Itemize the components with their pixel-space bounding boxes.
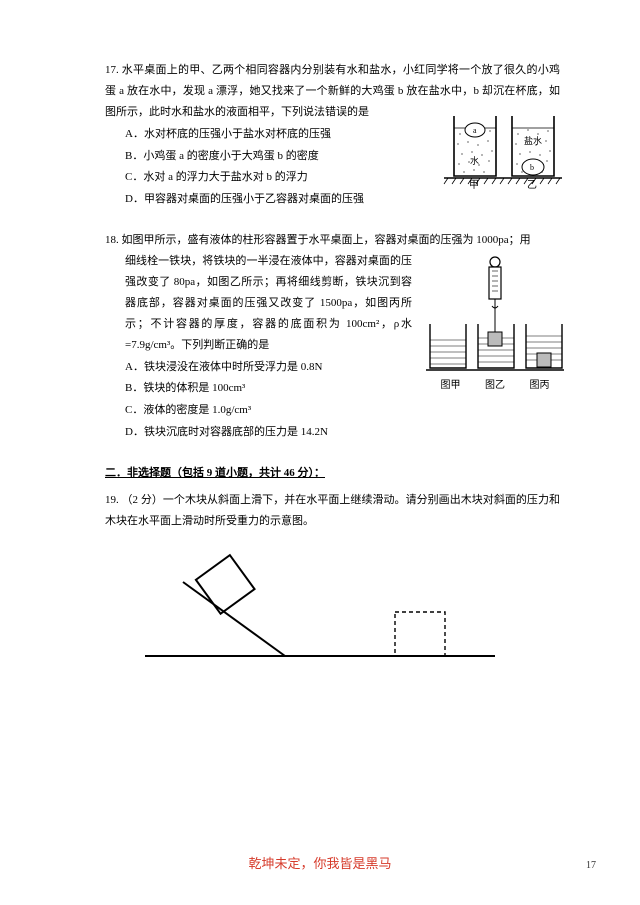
q17-egg-b-label: b bbox=[530, 163, 534, 172]
q17-water-label: 水 bbox=[470, 155, 479, 166]
q18-number: 18. bbox=[105, 234, 119, 246]
q18-option-d: D．铁块沉底时对容器底部的压力是 14.2N bbox=[125, 422, 412, 443]
footer-motto: 乾坤未定，你我皆是黑马 bbox=[0, 852, 640, 877]
q17-egg-a-label: a bbox=[473, 126, 477, 135]
page-number: 17 bbox=[586, 856, 596, 875]
q17-figure-icon: a 水 甲 b 盐水 乙 bbox=[440, 108, 566, 190]
question-19: 19. （2 分）一个木块从斜面上滑下，并在水平面上继续滑动。请分别画出木块对斜… bbox=[105, 490, 560, 684]
q18-option-b: B．铁块的体积是 100cm³ bbox=[125, 378, 412, 399]
q19-diagram-icon bbox=[135, 546, 505, 676]
q18-option-c: C．液体的密度是 1.0g/cm³ bbox=[125, 400, 412, 421]
section-2-title: 二．非选择题（包括 9 道小题，共计 46 分）： bbox=[105, 463, 560, 484]
q17-saltwater-label: 盐水 bbox=[524, 135, 542, 146]
q17-option-b: B．小鸡蛋 a 的密度小于大鸡蛋 b 的密度 bbox=[125, 146, 428, 167]
q18-fig-label-3: 图丙 bbox=[519, 376, 561, 395]
q19-stem: 19. （2 分）一个木块从斜面上滑下，并在水平面上继续滑动。请分别画出木块对斜… bbox=[105, 490, 560, 532]
q17-option-c: C．水对 a 的浮力大于盐水对 b 的浮力 bbox=[125, 167, 428, 188]
q18-figure-labels: 图甲 图乙 图丙 bbox=[424, 376, 566, 395]
q18-stem-line1: 18. 如图甲所示，盛有液体的柱形容器置于水平桌面上，容器对桌面的压强为 100… bbox=[105, 230, 560, 251]
q17-cup-left-label: 甲 bbox=[469, 180, 479, 190]
q17-option-a: A．水对杯底的压强小于盐水对杯底的压强 bbox=[125, 124, 428, 145]
q17-cup-right-label: 乙 bbox=[527, 179, 537, 190]
q18-option-a: A．铁块浸没在液体中时所受浮力是 0.8N bbox=[125, 357, 412, 378]
question-17: 17. 水平桌面上的甲、乙两个相同容器内分别装有水和盐水，小红同学将一个放了很久… bbox=[105, 60, 560, 210]
q18-fig-label-1: 图甲 bbox=[430, 376, 472, 395]
q19-number: 19. bbox=[105, 494, 119, 506]
exam-page: 17. 水平桌面上的甲、乙两个相同容器内分别装有水和盐水，小红同学将一个放了很久… bbox=[0, 0, 640, 905]
question-18: 18. 如图甲所示，盛有液体的柱形容器置于水平桌面上，容器对桌面的压强为 100… bbox=[105, 230, 560, 443]
q18-fig-label-2: 图乙 bbox=[474, 376, 516, 395]
q17-number: 17. bbox=[105, 64, 119, 76]
q17-option-d: D．甲容器对桌面的压强小于乙容器对桌面的压强 bbox=[125, 189, 428, 210]
q18-figure-icon bbox=[424, 254, 566, 376]
